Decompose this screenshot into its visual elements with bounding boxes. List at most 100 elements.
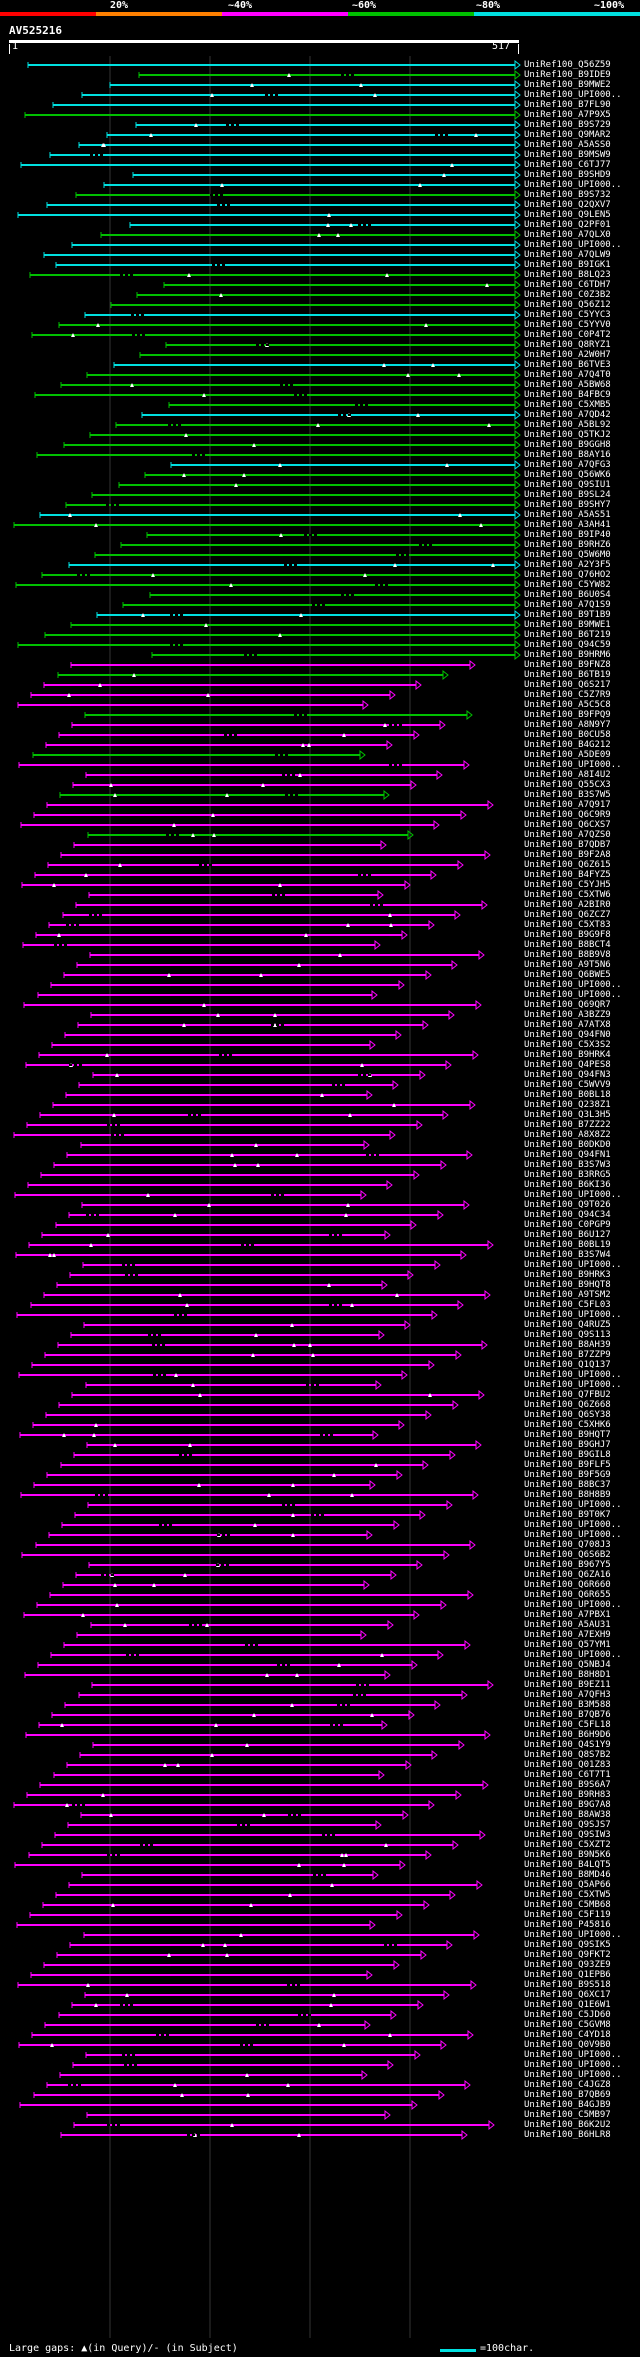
- hit-label-link[interactable]: UniRef100_Q1EPB6: [524, 1970, 611, 1980]
- hit-label-link[interactable]: UniRef100_C4JGZ8: [524, 2080, 611, 2090]
- hit-label-link[interactable]: UniRef100_Q6Z615: [524, 860, 611, 870]
- hit-label-link[interactable]: UniRef100_B9S518: [524, 1980, 611, 1990]
- hit-label-link[interactable]: UniRef100_A7Q4T0: [524, 370, 611, 380]
- hit-label-link[interactable]: UniRef100_C0PGP9: [524, 1220, 611, 1230]
- hit-label-link[interactable]: UniRef100_Q56Z59: [524, 60, 611, 70]
- hit-label-link[interactable]: UniRef100_UPI000..: [524, 1600, 622, 1610]
- hit-label-link[interactable]: UniRef100_Q2PF01: [524, 220, 611, 230]
- hit-label-link[interactable]: UniRef100_Q6C9R9: [524, 810, 611, 820]
- hit-label-link[interactable]: UniRef100_Q56WK6: [524, 470, 611, 480]
- hit-label-link[interactable]: UniRef100_B9MSW9: [524, 150, 611, 160]
- hit-label-link[interactable]: UniRef100_UPI000..: [524, 760, 622, 770]
- hit-label-link[interactable]: UniRef100_A7QZS0: [524, 830, 611, 840]
- hit-label-link[interactable]: UniRef100_B9MWE2: [524, 80, 611, 90]
- hit-label-link[interactable]: UniRef100_C5YYV0: [524, 320, 611, 330]
- hit-label-link[interactable]: UniRef100_C5YJH5: [524, 880, 611, 890]
- hit-label-link[interactable]: UniRef100_Q5NBJ4: [524, 1660, 611, 1670]
- hit-label-link[interactable]: UniRef100_C5JD60: [524, 2010, 611, 2020]
- hit-label-link[interactable]: UniRef100_Q9MAR2: [524, 130, 611, 140]
- hit-label-link[interactable]: UniRef100_Q708J3: [524, 1540, 611, 1550]
- hit-label-link[interactable]: UniRef100_Q69QR7: [524, 1000, 611, 1010]
- hit-label-link[interactable]: UniRef100_Q5TKJ2: [524, 430, 611, 440]
- hit-label-link[interactable]: UniRef100_B9T0K7: [524, 1510, 611, 1520]
- hit-label-link[interactable]: UniRef100_B4LQT5: [524, 1860, 611, 1870]
- hit-label-link[interactable]: UniRef100_B9G7A8: [524, 1800, 611, 1810]
- hit-label-link[interactable]: UniRef100_B8MD46: [524, 1870, 611, 1880]
- hit-label-link[interactable]: UniRef100_Q6S217: [524, 680, 611, 690]
- hit-label-link[interactable]: UniRef100_B9MWE1: [524, 620, 611, 630]
- hit-label-link[interactable]: UniRef100_C5MB68: [524, 1900, 611, 1910]
- hit-label-link[interactable]: UniRef100_B0DKD0: [524, 1140, 611, 1150]
- hit-label-link[interactable]: UniRef100_Q1E6W1: [524, 2000, 611, 2010]
- hit-label-link[interactable]: UniRef100_B9S732: [524, 190, 611, 200]
- hit-label-link[interactable]: UniRef100_B9HRK4: [524, 1050, 611, 1060]
- hit-label-link[interactable]: UniRef100_UPI000..: [524, 1930, 622, 1940]
- hit-label-link[interactable]: UniRef100_B4GJB9: [524, 2100, 611, 2110]
- hit-label-link[interactable]: UniRef100_Q8RYZ1: [524, 340, 611, 350]
- hit-label-link[interactable]: UniRef100_C5MB97: [524, 2110, 611, 2120]
- hit-label-link[interactable]: UniRef100_UPI000..: [524, 1530, 622, 1540]
- hit-label-link[interactable]: UniRef100_A5BL92: [524, 420, 611, 430]
- hit-label-link[interactable]: UniRef100_B9S729: [524, 120, 611, 130]
- hit-label-link[interactable]: UniRef100_B9HRM6: [524, 650, 611, 660]
- hit-label-link[interactable]: UniRef100_B6HLR8: [524, 2130, 611, 2140]
- hit-label-link[interactable]: UniRef100_B9G9F8: [524, 930, 611, 940]
- hit-label-link[interactable]: UniRef100_Q6CXS7: [524, 820, 611, 830]
- hit-label-link[interactable]: UniRef100_C5XMB5: [524, 400, 611, 410]
- hit-label-link[interactable]: UniRef100_A5AS51: [524, 510, 611, 520]
- hit-label-link[interactable]: UniRef100_B0BL19: [524, 1240, 611, 1250]
- hit-label-link[interactable]: UniRef100_A2W0H7: [524, 350, 611, 360]
- hit-label-link[interactable]: UniRef100_UPI000..: [524, 980, 622, 990]
- hit-label-link[interactable]: UniRef100_A7QFG3: [524, 460, 611, 470]
- hit-label-link[interactable]: UniRef100_Q4S1Y9: [524, 1740, 611, 1750]
- hit-label-link[interactable]: UniRef100_B3RRG5: [524, 1170, 611, 1180]
- hit-label-link[interactable]: UniRef100_Q55CX3: [524, 780, 611, 790]
- hit-label-link[interactable]: UniRef100_B9T1B9: [524, 610, 611, 620]
- hit-label-link[interactable]: UniRef100_A5DE09: [524, 750, 611, 760]
- hit-label-link[interactable]: UniRef100_Q6S6B2: [524, 1550, 611, 1560]
- hit-label-link[interactable]: UniRef100_A7P9X5: [524, 110, 611, 120]
- hit-label-link[interactable]: UniRef100_A2Y3F5: [524, 560, 611, 570]
- hit-label-link[interactable]: UniRef100_Q3L3H5: [524, 1110, 611, 1120]
- hit-label-link[interactable]: UniRef100_Q6Z668: [524, 1400, 611, 1410]
- hit-label-link[interactable]: UniRef100_B3M588: [524, 1700, 611, 1710]
- hit-label-link[interactable]: UniRef100_Q9SIW3: [524, 1830, 611, 1840]
- hit-label-link[interactable]: UniRef100_C5GVM8: [524, 2020, 611, 2030]
- hit-label-link[interactable]: UniRef100_Q5AP66: [524, 1880, 611, 1890]
- hit-label-link[interactable]: UniRef100_B4FYZ5: [524, 870, 611, 880]
- hit-label-link[interactable]: UniRef100_B9SHY7: [524, 500, 611, 510]
- hit-label-link[interactable]: UniRef100_Q0V9B0: [524, 2040, 611, 2050]
- hit-label-link[interactable]: UniRef100_UPI000..: [524, 1520, 622, 1530]
- hit-label-link[interactable]: UniRef100_UPI000..: [524, 2070, 622, 2080]
- hit-label-link[interactable]: UniRef100_A7Q917: [524, 800, 611, 810]
- hit-label-link[interactable]: UniRef100_UPI000..: [524, 990, 622, 1000]
- hit-label-link[interactable]: UniRef100_B8AY16: [524, 450, 611, 460]
- hit-label-link[interactable]: UniRef100_Q94FN1: [524, 1150, 611, 1160]
- hit-label-link[interactable]: UniRef100_A7Q1S9: [524, 600, 611, 610]
- hit-label-link[interactable]: UniRef100_Q6BWE5: [524, 970, 611, 980]
- hit-label-link[interactable]: UniRef100_B0BL18: [524, 1090, 611, 1100]
- hit-label-link[interactable]: UniRef100_P45816: [524, 1920, 611, 1930]
- hit-label-link[interactable]: UniRef100_C0Z3B2: [524, 290, 611, 300]
- hit-label-link[interactable]: UniRef100_UPI000..: [524, 1650, 622, 1660]
- hit-label-link[interactable]: UniRef100_B7QDB7: [524, 840, 611, 850]
- hit-label-link[interactable]: UniRef100_C5X3S2: [524, 1040, 611, 1050]
- hit-label-link[interactable]: UniRef100_C5YYC3: [524, 310, 611, 320]
- hit-label-link[interactable]: UniRef100_Q56Z12: [524, 300, 611, 310]
- hit-label-link[interactable]: UniRef100_A7QLW9: [524, 250, 611, 260]
- hit-label-link[interactable]: UniRef100_B7QB69: [524, 2090, 611, 2100]
- hit-label-link[interactable]: UniRef100_UPI000..: [524, 1370, 622, 1380]
- hit-label-link[interactable]: UniRef100_B6U0S4: [524, 590, 611, 600]
- hit-label-link[interactable]: UniRef100_A7QD42: [524, 410, 611, 420]
- hit-label-link[interactable]: UniRef100_Q6R655: [524, 1590, 611, 1600]
- hit-label-link[interactable]: UniRef100_Q238Z1: [524, 1100, 611, 1110]
- hit-label-link[interactable]: UniRef100_UPI000..: [524, 180, 622, 190]
- hit-label-link[interactable]: UniRef100_B9SHD9: [524, 170, 611, 180]
- hit-label-link[interactable]: UniRef100_Q94C34: [524, 1210, 611, 1220]
- hit-label-link[interactable]: UniRef100_UPI000..: [524, 240, 622, 250]
- hit-label-link[interactable]: UniRef100_Q8S7B2: [524, 1750, 611, 1760]
- hit-label-link[interactable]: UniRef100_B9SL24: [524, 490, 611, 500]
- hit-label-link[interactable]: UniRef100_B9GHJ7: [524, 1440, 611, 1450]
- hit-label-link[interactable]: UniRef100_Q9SJS7: [524, 1820, 611, 1830]
- hit-label-link[interactable]: UniRef100_C5FL18: [524, 1720, 611, 1730]
